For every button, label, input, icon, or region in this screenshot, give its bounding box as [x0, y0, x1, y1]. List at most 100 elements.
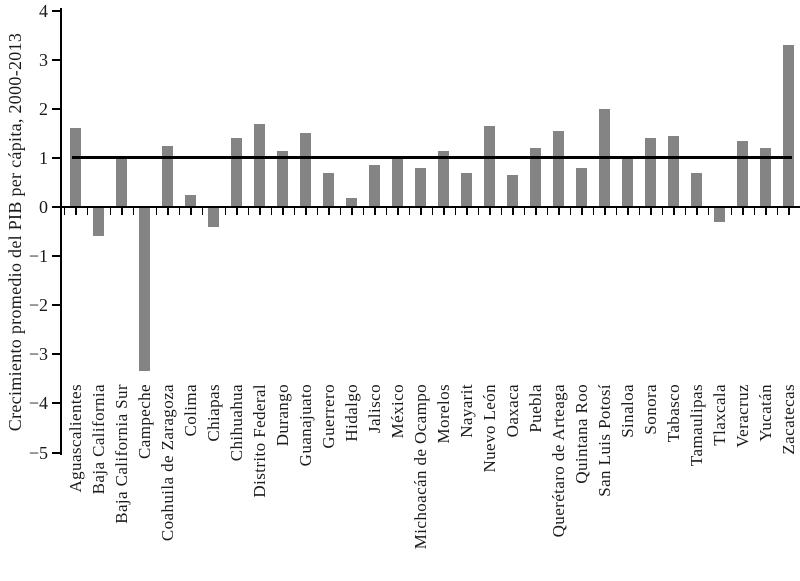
x-axis-tick: [569, 206, 571, 215]
x-category-label: Nayarit: [457, 384, 477, 438]
x-axis-tick: [339, 206, 341, 215]
x-category-label: Baja California Sur: [112, 384, 132, 524]
x-axis-tick: [420, 206, 422, 215]
bar: [139, 207, 151, 372]
y-tick-label: −1: [28, 246, 48, 267]
bar: [691, 172, 703, 207]
x-axis-tick: [581, 206, 583, 215]
x-category-label: Sinaloa: [618, 384, 638, 438]
x-axis-tick: [454, 206, 456, 215]
bar: [737, 140, 749, 207]
x-axis-tick: [374, 206, 376, 215]
x-axis-tick: [247, 206, 249, 215]
y-axis-tick: [52, 107, 60, 110]
bar: [323, 172, 335, 207]
y-axis-tick: [52, 156, 60, 159]
bar: [346, 198, 358, 207]
x-axis-tick: [765, 206, 767, 215]
x-category-label: Jalisco: [365, 384, 385, 434]
x-axis-tick: [776, 206, 778, 215]
bar: [576, 167, 588, 207]
y-axis-tick: [52, 255, 60, 258]
x-category-label: Puebla: [526, 384, 546, 433]
y-tick-label: 2: [39, 98, 48, 119]
x-axis-tick: [86, 206, 88, 215]
x-axis-tick: [397, 206, 399, 215]
x-axis-tick: [224, 206, 226, 215]
bar: [277, 150, 289, 207]
x-category-label: Aguascalientes: [66, 384, 86, 493]
x-category-label: San Luis Potosí: [595, 384, 615, 497]
bar: [553, 130, 565, 207]
bar: [783, 44, 795, 207]
bar: [438, 150, 450, 207]
x-category-label: Quintana Roo: [572, 384, 592, 484]
x-axis-tick: [132, 206, 134, 215]
y-axis-line: [60, 8, 62, 455]
x-category-label: Tlaxcala: [710, 384, 730, 446]
bar: [162, 145, 174, 207]
x-category-label: Veracruz: [733, 384, 753, 448]
x-axis-tick: [63, 206, 65, 215]
x-category-label: Colima: [181, 384, 201, 437]
x-axis-tick: [305, 206, 307, 215]
x-axis-tick: [500, 206, 502, 215]
x-category-label: Tamaulipas: [687, 384, 707, 467]
y-axis-tick: [52, 206, 60, 208]
x-axis-tick: [282, 206, 284, 215]
bar: [70, 128, 82, 207]
x-axis-tick: [431, 206, 433, 215]
x-axis-tick: [351, 206, 353, 215]
x-axis-tick: [443, 206, 445, 215]
bar: [208, 207, 220, 227]
y-tick-label: 4: [39, 0, 48, 21]
y-axis-tick: [52, 58, 60, 61]
x-axis-tick: [362, 206, 364, 215]
x-axis-tick: [753, 206, 755, 215]
x-axis-tick: [627, 206, 629, 215]
bar: [668, 135, 680, 207]
y-axis-tick: [52, 451, 60, 454]
x-axis-tick: [155, 206, 157, 215]
x-axis-tick: [661, 206, 663, 215]
bar: [93, 207, 105, 237]
x-category-label: Guanajuato: [296, 384, 316, 467]
x-axis-tick: [489, 206, 491, 215]
x-axis-tick: [615, 206, 617, 215]
x-axis-tick: [328, 206, 330, 215]
x-category-label: Querétaro de Arteaga: [549, 384, 569, 538]
x-axis-tick: [167, 206, 169, 215]
x-category-label: Hidalgo: [342, 384, 362, 442]
y-tick-label: −2: [28, 295, 48, 316]
x-category-label: Zacatecas: [779, 384, 799, 455]
x-axis-tick: [201, 206, 203, 215]
x-axis-tick: [109, 206, 111, 215]
y-tick-label: −4: [28, 393, 48, 414]
x-axis-tick: [190, 206, 192, 215]
y-tick-label: −3: [28, 344, 48, 365]
x-axis-tick: [385, 206, 387, 215]
bar: [300, 133, 312, 207]
x-axis-tick: [638, 206, 640, 215]
x-axis-tick: [75, 206, 77, 215]
x-axis-tick: [316, 206, 318, 215]
x-category-label: Chiapas: [204, 384, 224, 442]
reference-line: [72, 156, 792, 160]
x-axis-tick: [259, 206, 261, 215]
y-tick-label: 3: [39, 49, 48, 70]
bar: [254, 123, 266, 207]
x-category-label: Morelos: [434, 384, 454, 444]
x-axis-tick: [466, 206, 468, 215]
x-category-label: Chihuahua: [227, 384, 247, 462]
bar: [369, 165, 381, 207]
x-category-label: Sonora: [641, 384, 661, 435]
y-axis-tick: [52, 304, 60, 307]
x-category-label: Distrito Federal: [250, 384, 270, 498]
x-axis-tick: [730, 206, 732, 215]
x-axis-tick: [696, 206, 698, 215]
bar: [185, 194, 197, 207]
bar: [461, 172, 473, 207]
bar: [530, 148, 542, 207]
x-axis-tick: [788, 206, 790, 215]
